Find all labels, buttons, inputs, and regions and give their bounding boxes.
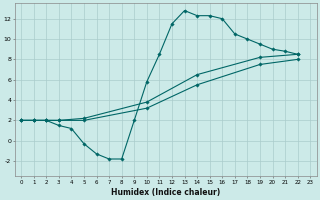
- X-axis label: Humidex (Indice chaleur): Humidex (Indice chaleur): [111, 188, 220, 197]
